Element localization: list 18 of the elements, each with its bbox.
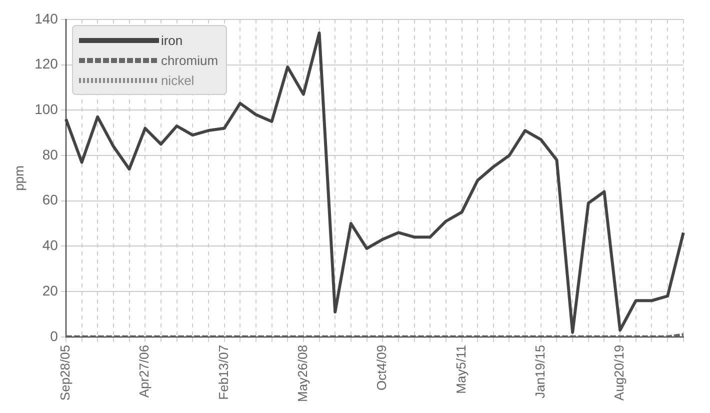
x-tick-label: Aug20/19: [612, 344, 627, 401]
y-tick-label: 0: [50, 328, 58, 344]
x-tick-label: Jan19/15: [532, 344, 548, 398]
x-tick-label: Apr27/06: [136, 344, 152, 398]
y-tick-label: 120: [34, 56, 58, 72]
y-tick-label: 60: [42, 192, 58, 208]
y-tick-label: 80: [42, 146, 58, 162]
x-tick-label: May5/11: [453, 344, 468, 394]
x-tick-label: Feb13/07: [216, 344, 231, 400]
x-tick-label: May26/08: [295, 344, 310, 402]
y-tick-label: 20: [42, 282, 58, 298]
y-tick-label: 40: [42, 237, 58, 254]
legend-panel: iron chromium nickel: [72, 25, 228, 96]
x-tick-label: Oct4/09: [374, 344, 390, 390]
y-tick-label: 100: [34, 100, 58, 117]
y-axis-title: ppm: [11, 166, 26, 191]
y-tick-label: 140: [34, 10, 58, 26]
x-tick-label: Sep28/05: [58, 344, 73, 401]
